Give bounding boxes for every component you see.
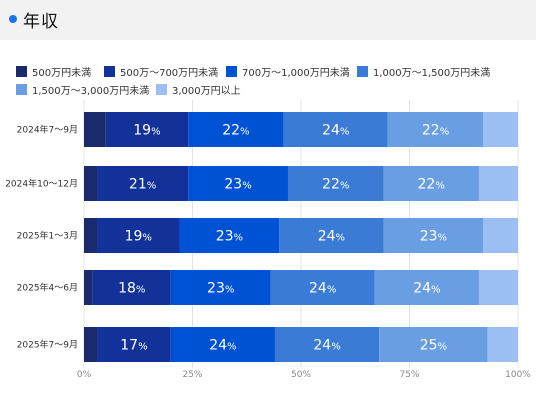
data-label: 25% <box>420 338 447 354</box>
legend-swatch-2 <box>226 66 237 77</box>
bar-segment <box>283 112 388 147</box>
bar-segment <box>188 166 288 201</box>
bar-segment <box>279 218 384 253</box>
legend-label-5: 3,000万円以上 <box>172 86 241 97</box>
data-label: 24% <box>322 123 349 139</box>
category-label: 2025年4～6月 <box>17 282 78 294</box>
bar-segment <box>483 112 518 147</box>
data-label: 23% <box>420 229 447 245</box>
legend-label-2: 700万～1,000万円未満 <box>242 68 350 79</box>
legend-swatch-1 <box>104 66 115 77</box>
section-header: 年収 <box>0 0 536 40</box>
bar-segment <box>84 112 106 147</box>
data-label: 23% <box>224 177 251 193</box>
data-label: 24% <box>309 281 336 297</box>
bullet-dot-icon <box>9 15 17 23</box>
section-title: 年収 <box>23 12 59 32</box>
bar-segment <box>287 166 384 201</box>
bar-segment <box>387 112 484 147</box>
data-label: 24% <box>318 229 345 245</box>
bar-segment <box>97 327 171 362</box>
x-tick-label: 75% <box>399 370 419 380</box>
bar-segment <box>383 166 479 201</box>
data-label: 22% <box>422 123 449 139</box>
bar-segment <box>179 218 280 253</box>
category-label: 2025年1～3月 <box>17 230 78 242</box>
legend-label-1: 500万～700万円未満 <box>120 68 219 79</box>
bar-segment <box>483 218 518 253</box>
legend-item-1: 500万～700万円未満 <box>104 64 218 79</box>
data-label: 22% <box>322 177 349 193</box>
legend-item-4: 1,500万～3,000万円未満 <box>16 82 149 97</box>
bar-segment <box>487 327 518 362</box>
category-label: 2024年10～12月 <box>5 178 78 190</box>
legend-label-0: 500万円未満 <box>32 68 92 79</box>
legend-item-2: 700万～1,000万円未満 <box>226 64 350 79</box>
legend-swatch-0 <box>16 66 27 77</box>
x-tick-label: 100% <box>505 370 531 380</box>
legend-swatch-5 <box>156 84 167 95</box>
bar-segment <box>84 327 98 362</box>
x-tick-label: 25% <box>182 370 202 380</box>
data-label: 24% <box>313 338 340 354</box>
bar-segment <box>97 218 180 253</box>
data-label: 18% <box>118 281 145 297</box>
bar-segment <box>374 270 479 305</box>
bar-segment <box>270 270 375 305</box>
data-label: 23% <box>216 229 243 245</box>
bar-segment <box>105 112 189 147</box>
legend-label-3: 1,000万～1,500万円未満 <box>373 68 491 79</box>
bar-segment <box>274 327 380 362</box>
data-label: 24% <box>209 338 236 354</box>
bar-segment <box>379 327 488 362</box>
data-label: 17% <box>120 338 147 354</box>
bar-segment <box>92 270 171 305</box>
data-label: 19% <box>133 123 160 139</box>
bar-segment <box>383 218 484 253</box>
bar-segment <box>170 270 271 305</box>
category-label: 2024年7～9月 <box>17 124 78 136</box>
bar-segment <box>478 270 518 305</box>
legend-swatch-3 <box>357 66 368 77</box>
bar-segment <box>478 166 518 201</box>
data-label: 22% <box>222 123 249 139</box>
bar-segment <box>84 166 98 201</box>
bar-segment <box>97 166 189 201</box>
data-label: 23% <box>207 281 234 297</box>
data-label: 24% <box>413 281 440 297</box>
data-label: 22% <box>418 177 445 193</box>
bar-segment <box>170 327 275 362</box>
bar-segment <box>84 270 93 305</box>
bar-segment <box>84 218 98 253</box>
legend-item-5: 3,000万円以上 <box>156 82 241 97</box>
data-label: 21% <box>129 177 156 193</box>
legend-item-0: 500万円未満 <box>16 64 91 79</box>
category-label: 2025年7～9月 <box>17 339 78 351</box>
x-tick-label: 0% <box>77 370 92 380</box>
bar-segment <box>188 112 284 147</box>
data-label: 19% <box>125 229 152 245</box>
legend-item-3: 1,000万～1,500万円未満 <box>357 64 490 79</box>
x-tick-label: 50% <box>291 370 311 380</box>
legend-swatch-4 <box>16 84 27 95</box>
legend-label-4: 1,500万～3,000万円未満 <box>32 86 150 97</box>
